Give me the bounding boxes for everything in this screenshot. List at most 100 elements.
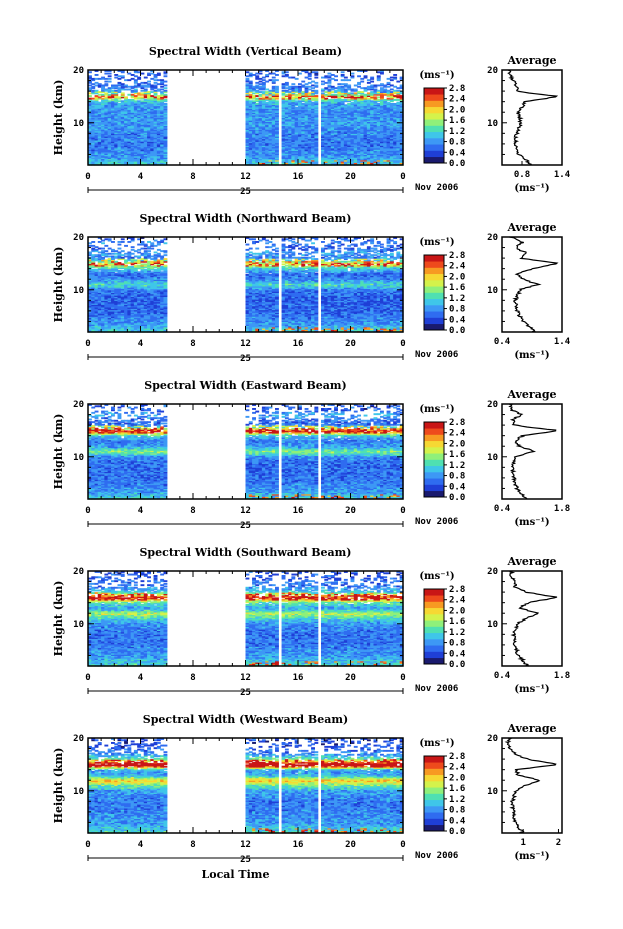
heatmap-cell	[147, 105, 151, 108]
colorbar-swatch	[424, 94, 444, 101]
heatmap-cell	[370, 146, 375, 149]
heatmap-cell	[111, 252, 115, 255]
heatmap-cell	[298, 112, 302, 115]
heatmap-cell	[245, 134, 250, 137]
heatmap-cell	[275, 113, 279, 116]
heatmap-cell	[101, 158, 105, 161]
heatmap-cell	[248, 145, 253, 148]
heatmap-cell	[127, 129, 132, 132]
heatmap-cell	[284, 158, 289, 161]
heatmap-cell	[350, 122, 355, 125]
heatmap-cell	[104, 112, 109, 115]
heatmap-cell	[97, 118, 102, 121]
heatmap-cell	[357, 85, 361, 88]
heatmap-cell	[343, 138, 348, 141]
heatmap-cell	[337, 129, 342, 132]
heatmap-cell	[147, 104, 151, 107]
heatmap-cell	[97, 143, 102, 146]
heatmap-cell	[288, 155, 293, 158]
heatmap-cell	[127, 128, 132, 131]
heatmap-cell	[137, 126, 142, 129]
heatmap-cell	[353, 114, 358, 117]
heatmap-cell	[153, 101, 158, 104]
heatmap-cell	[156, 128, 161, 131]
heatmap-cell	[114, 149, 119, 152]
heatmap-cell	[307, 157, 312, 160]
heatmap-cell	[321, 128, 325, 131]
heatmap-cell	[133, 155, 138, 158]
heatmap-cell	[111, 120, 115, 123]
heatmap-cell	[360, 143, 365, 146]
heatmap-cell	[104, 159, 109, 162]
heatmap-cell	[117, 130, 122, 133]
heatmap-cell	[294, 134, 299, 137]
heatmap-cell	[127, 100, 132, 103]
heatmap-cell	[140, 72, 145, 75]
heatmap-cell	[347, 79, 352, 82]
heatmap-cell	[156, 96, 161, 99]
heatmap-cell	[117, 155, 122, 158]
heatmap-cell	[370, 97, 375, 100]
heatmap-cell	[327, 141, 332, 144]
heatmap-cell	[327, 110, 332, 113]
heatmap-cell	[130, 99, 135, 101]
heatmap-cell	[281, 92, 286, 95]
heatmap-cell	[163, 142, 168, 145]
heatmap-cell	[147, 101, 151, 104]
heatmap-cell	[137, 122, 142, 125]
heatmap-cell	[143, 161, 148, 163]
heatmap-cell	[156, 101, 161, 104]
heatmap-cell	[133, 139, 138, 142]
heatmap-cell	[255, 103, 260, 105]
heatmap-cell	[147, 128, 151, 131]
heatmap-cell	[140, 133, 145, 136]
heatmap-cell	[107, 153, 112, 156]
heatmap-cell	[156, 132, 161, 134]
heatmap-cell	[114, 120, 119, 123]
heatmap-cell	[288, 108, 293, 111]
heatmap-cell	[337, 92, 342, 95]
heatmap-cell	[163, 118, 168, 121]
heatmap-cell	[91, 124, 96, 127]
heatmap-cell	[291, 99, 296, 101]
heatmap-cell	[343, 95, 348, 98]
heatmap-cell	[281, 155, 286, 158]
heatmap-cell	[156, 155, 161, 158]
heatmap-cell	[120, 141, 125, 144]
heatmap-cell	[353, 129, 358, 132]
heatmap-cell	[111, 106, 115, 109]
x-tick-label: 8	[190, 172, 195, 182]
heatmap-cell	[304, 149, 309, 152]
heatmap-cell	[304, 141, 309, 144]
heatmap-cell	[137, 105, 142, 108]
heatmap-cell	[248, 100, 253, 103]
heatmap-cell	[88, 97, 92, 100]
heatmap-cell	[88, 146, 92, 149]
heatmap-cell	[284, 116, 289, 119]
heatmap-cell	[150, 126, 155, 129]
heatmap-cell	[248, 84, 253, 87]
heatmap-cell	[373, 158, 378, 161]
heatmap-cell	[163, 162, 168, 165]
heatmap-cell	[288, 117, 293, 120]
heatmap-cell	[120, 117, 125, 120]
heatmap-cell	[284, 87, 289, 90]
heatmap-cell	[366, 137, 371, 140]
heatmap-cell	[130, 157, 135, 160]
heatmap-cell	[160, 149, 165, 152]
heatmap-cell	[357, 83, 361, 86]
heatmap-cell	[124, 99, 128, 101]
heatmap-cell	[311, 80, 315, 83]
heatmap-cell	[334, 113, 338, 116]
heatmap-cell	[91, 149, 96, 152]
heatmap-cell	[150, 117, 155, 120]
heatmap-cell	[163, 153, 168, 156]
heatmap-cell	[334, 75, 338, 78]
heatmap-cell	[288, 147, 293, 150]
heatmap-cell	[314, 146, 319, 149]
heatmap-cell	[301, 147, 306, 150]
heatmap-cell	[107, 142, 112, 145]
heatmap-cell	[298, 141, 302, 144]
heatmap-cell	[288, 91, 293, 94]
heatmap-cell	[366, 116, 371, 119]
